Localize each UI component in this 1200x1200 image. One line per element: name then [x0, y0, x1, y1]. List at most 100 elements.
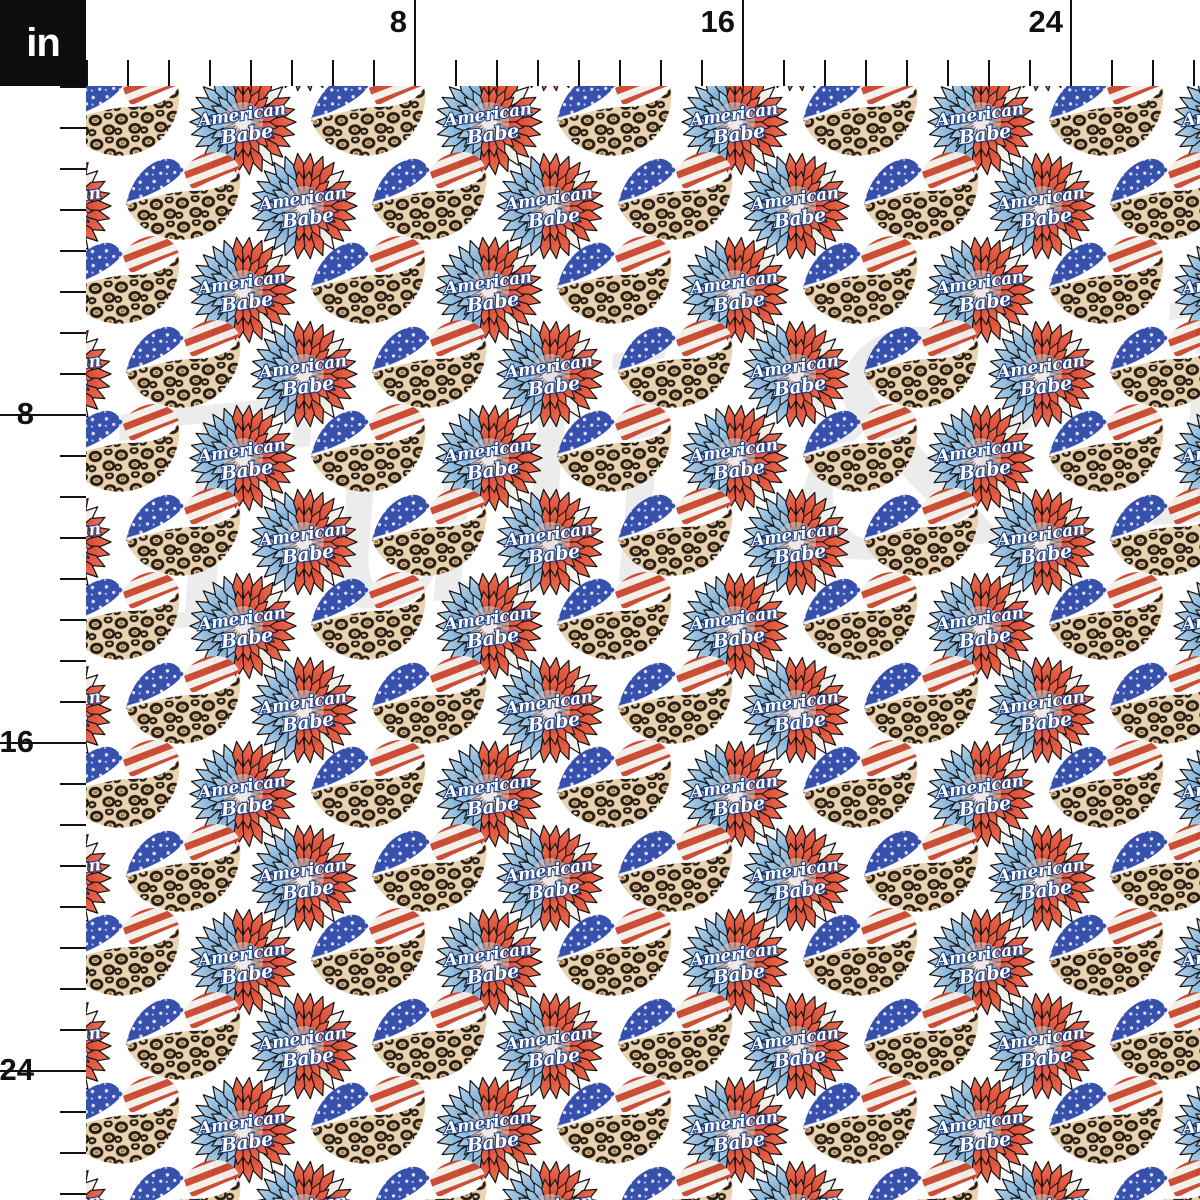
motif-sunflower-american-babe: American Babe [86, 652, 116, 768]
motif-sunflower-american-babe: American Babe [677, 400, 793, 516]
motif-sunflower-american-babe: American Babe [431, 400, 547, 516]
motif-flag-leopard-lips [613, 985, 740, 1087]
motif-flag-leopard-lips [86, 86, 186, 163]
motif-flag-leopard-lips [305, 86, 432, 163]
motif-sunflower-american-babe: American Babe [492, 148, 608, 264]
ruler-left-minor-tick [60, 578, 86, 580]
motif-flag-leopard-lips [1043, 397, 1170, 499]
motif-flag-leopard-lips [1105, 481, 1200, 583]
motif-flag-leopard-lips [859, 1153, 986, 1200]
motif-flag-leopard-lips [367, 817, 494, 919]
ruler-top-minor-tick [783, 60, 785, 86]
ruler-top-label-8: 8 [389, 4, 407, 39]
motif-sunflower-american-babe: American Babe [677, 736, 793, 852]
ruler-left-major-tick [0, 742, 86, 744]
ruler-top[interactable]: 8 16 24 [86, 0, 1200, 86]
motif-flag-leopard-lips [121, 649, 248, 751]
motif-flag-leopard-lips [86, 397, 186, 499]
motif-sunflower-american-babe: American Babe [86, 316, 116, 432]
motif-flag-leopard-lips [1043, 1069, 1170, 1171]
motif-sunflower-american-babe: American Babe [185, 400, 301, 516]
motif-sunflower-american-babe: American Babe [923, 904, 1039, 1020]
ruler-top-minor-tick [86, 60, 88, 86]
motif-sunflower-american-babe: American Babe [677, 232, 793, 348]
svg-text:American: American [86, 1191, 102, 1200]
motif-sunflower-american-babe: American Babe [431, 904, 547, 1020]
ruler-left[interactable]: 8 16 24 [0, 86, 86, 1200]
motif-flag-leopard-lips [305, 733, 432, 835]
svg-text:Babe: Babe [279, 1044, 335, 1073]
motif-flag-leopard-lips [305, 397, 432, 499]
ruler-left-label-24: 24 [0, 1052, 34, 1087]
ruler-top-minor-tick [209, 60, 211, 86]
motif-sunflower-american-babe: American Babe [246, 1156, 362, 1200]
motif-sunflower-american-babe: American Babe [984, 86, 1100, 96]
motif-flag-leopard-lips [367, 145, 494, 247]
motif-sunflower-american-babe: American Babe [923, 736, 1039, 852]
ruler-left-minor-tick [60, 824, 86, 826]
motif-sunflower-american-babe: American Babe [738, 86, 854, 96]
ruler-left-minor-tick [60, 619, 86, 621]
motif-flag-leopard-lips [859, 985, 986, 1087]
ruler-left-minor-tick [60, 373, 86, 375]
motif-sunflower-american-babe: American Babe [246, 820, 362, 936]
motif-sunflower-american-babe: American Babe [738, 484, 854, 600]
motif-flag-leopard-lips [121, 1153, 248, 1200]
ruler-left-minor-tick [60, 537, 86, 539]
ruler-top-minor-tick [824, 60, 826, 86]
motif-sunflower-american-babe: American Babe [984, 988, 1100, 1104]
ruler-left-minor-tick [60, 988, 86, 990]
ruler-left-minor-tick [60, 947, 86, 949]
ruler-left-minor-tick [60, 291, 86, 293]
motif-flag-leopard-lips [305, 229, 432, 331]
motif-sunflower-american-babe: American Babe [492, 652, 608, 768]
motif-flag-leopard-lips [613, 1153, 740, 1200]
motif-sunflower-american-babe: American Babe [246, 86, 362, 96]
ruler-top-label-16: 16 [700, 4, 735, 39]
ruler-top-minor-tick [537, 60, 539, 86]
ruler-top-minor-tick [1029, 60, 1031, 86]
motif-flag-leopard-lips [1043, 733, 1170, 835]
motif-sunflower-american-babe: American Babe [86, 820, 116, 936]
motif-sunflower-american-babe: American Babe [738, 820, 854, 936]
ruler-top-minor-tick [127, 60, 129, 86]
ruler-left-minor-tick [60, 86, 86, 88]
motif-sunflower-american-babe: American Babe [923, 400, 1039, 516]
ruler-left-minor-tick [60, 1152, 86, 1154]
motif-sunflower-american-babe: American Babe [246, 316, 362, 432]
motif-flag-leopard-lips [121, 313, 248, 415]
motif-sunflower-american-babe: American Babe [923, 86, 1039, 180]
ruler-left-minor-tick [60, 1029, 86, 1031]
motif-sunflower-american-babe: American Babe [923, 1072, 1039, 1188]
motif-flag-leopard-lips [1105, 313, 1200, 415]
motif-flag-leopard-lips [613, 649, 740, 751]
ruler-top-minor-tick [906, 60, 908, 86]
motif-flag-leopard-lips [86, 733, 186, 835]
ruler-left-minor-tick [60, 865, 86, 867]
motif-sunflower-american-babe: American Babe [86, 1156, 116, 1200]
motif-flag-leopard-lips [797, 86, 924, 163]
motif-sunflower-american-babe: American Babe [984, 652, 1100, 768]
motif-sunflower-american-babe: American Babe [738, 148, 854, 264]
ruler-left-minor-tick [60, 455, 86, 457]
motif-sunflower-american-babe: American Babe [86, 148, 116, 264]
motif-sunflower-american-babe: American Babe [431, 568, 547, 684]
motif-flag-leopard-lips [1105, 985, 1200, 1087]
motif-sunflower-american-babe: American Babe [1169, 736, 1200, 852]
motif-flag-leopard-lips [121, 145, 248, 247]
motif-sunflower-american-babe: American Babe [738, 988, 854, 1104]
fabric-swatch-area: Tull & Mia [86, 86, 1200, 1200]
ruler-top-minor-tick [1152, 60, 1154, 86]
motif-sunflower-american-babe: American Babe [677, 1072, 793, 1188]
motif-flag-leopard-lips [859, 649, 986, 751]
ruler-top-minor-tick [332, 60, 334, 86]
ruler-top-minor-tick [250, 60, 252, 86]
motif-sunflower-american-babe: American Babe [431, 1072, 547, 1188]
motif-flag-leopard-lips [367, 481, 494, 583]
motif-flag-leopard-lips [613, 817, 740, 919]
motif-flag-leopard-lips [859, 817, 986, 919]
motif-flag-leopard-lips [551, 565, 678, 667]
motif-flag-leopard-lips [1043, 565, 1170, 667]
ruler-top-major-tick [414, 0, 416, 86]
